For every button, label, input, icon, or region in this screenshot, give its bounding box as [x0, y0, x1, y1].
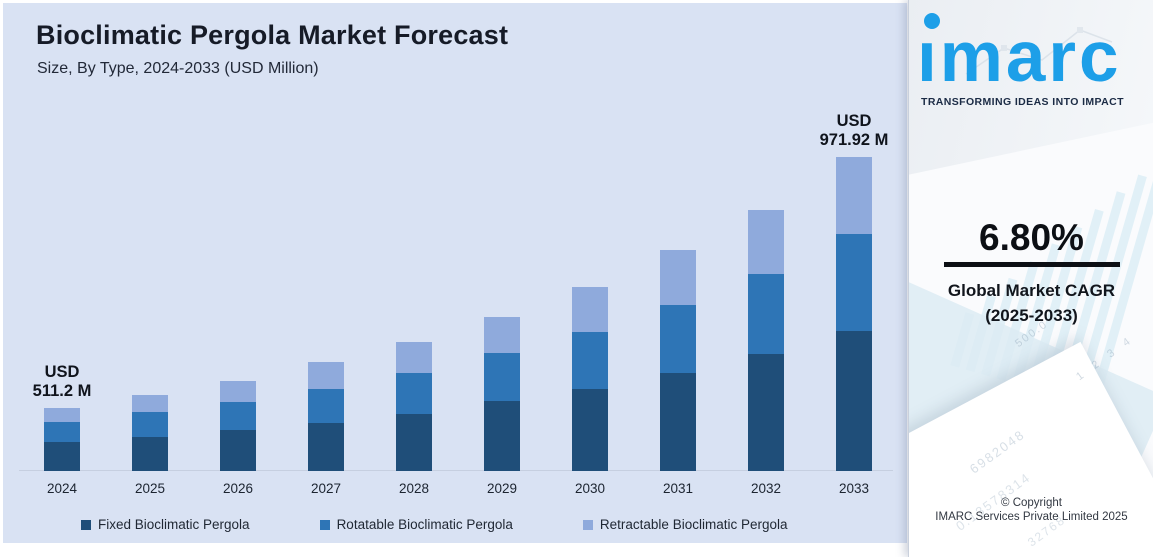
logo-text: ımarc	[917, 18, 1122, 97]
bar-2030	[572, 287, 608, 471]
bar-segment-2030	[572, 287, 608, 332]
legend-swatch-retractable-icon	[582, 519, 593, 530]
bar-segment-2028	[396, 373, 432, 414]
x-axis-label-2024: 2024	[46, 481, 78, 496]
bar-segment-2033	[836, 157, 872, 234]
data-label-2024: USD 511.2 M	[32, 363, 92, 400]
x-axis-label-2029: 2029	[486, 481, 518, 496]
cagr-value: 6.80%	[979, 217, 1084, 258]
chart-title: Bioclimatic Pergola Market Forecast	[36, 20, 509, 50]
chart-panel: Bioclimatic Pergola Market Forecast Size…	[3, 3, 907, 543]
watermark-sparkline-icon	[965, 27, 1113, 75]
copyright-line1: © Copyright	[1001, 497, 1062, 509]
legend-item-fixed: Fixed Bioclimatic Pergola	[81, 517, 250, 532]
bar-segment-2032	[748, 274, 784, 354]
cagr-label: Global Market CAGR	[947, 281, 1116, 300]
bar-2026	[220, 381, 256, 471]
x-axis-label-2028: 2028	[398, 481, 430, 496]
bar-2025	[132, 395, 168, 471]
x-axis-label-2032: 2032	[750, 481, 782, 496]
bar-segment-2032	[748, 354, 784, 471]
bar-segment-2027	[308, 362, 344, 389]
bar-2028	[396, 342, 432, 471]
bar-segment-2025	[132, 437, 168, 471]
bar-segment-2033	[836, 234, 872, 331]
bar-segment-2032	[748, 210, 784, 274]
bar-2029	[484, 317, 520, 471]
brand-panel: 500.0 1 2 3 4 6982048 0.13578314 32768 ı…	[908, 0, 1153, 557]
bar-segment-2029	[484, 317, 520, 353]
bar-segment-2026	[220, 402, 256, 430]
bar-2033	[836, 157, 872, 471]
x-axis-label-2031: 2031	[662, 481, 694, 496]
data-label-2033: USD 971.92 M	[819, 112, 889, 149]
legend-label-retractable: Retractable Bioclimatic Pergola	[599, 517, 788, 532]
x-axis-line	[19, 470, 893, 471]
bar-segment-2030	[572, 332, 608, 389]
cagr-divider	[943, 262, 1120, 267]
chart-subtitle: Size, By Type, 2024-2033 (USD Million)	[37, 60, 319, 77]
bar-segment-2028	[396, 414, 432, 471]
x-axis-label-2027: 2027	[310, 481, 342, 496]
logo-tagline: TRANSFORMING IDEAS INTO IMPACT	[921, 96, 1124, 108]
legend-item-rotatable: Rotatable Bioclimatic Pergola	[319, 517, 513, 532]
legend-swatch-rotatable-icon	[319, 519, 330, 530]
bar-segment-2024	[44, 442, 80, 471]
bar-segment-2024	[44, 408, 80, 422]
bar-2024	[44, 408, 80, 471]
legend-label-fixed: Fixed Bioclimatic Pergola	[98, 517, 250, 532]
bar-segment-2030	[572, 389, 608, 471]
legend-swatch-fixed-icon	[81, 519, 91, 530]
bar-segment-2027	[308, 423, 344, 471]
bar-segment-2025	[132, 395, 168, 412]
bar-segment-2031	[660, 373, 696, 471]
bar-segment-2029	[484, 401, 520, 471]
copyright: © Copyright IMARC Services Private Limit…	[909, 496, 1153, 525]
bar-segment-2025	[132, 412, 168, 437]
plot-area: 2024 2025 2026 2027 2028 2029 2030 2031 2032 2033…	[3, 3, 907, 543]
bar-segment-2031	[660, 305, 696, 373]
bar-segment-2031	[660, 250, 696, 305]
bar-segment-2029	[484, 353, 520, 401]
bar-2031	[660, 250, 696, 471]
x-axis-label-2030: 2030	[574, 481, 606, 496]
logo-dot-icon	[924, 13, 940, 29]
x-axis-label-2025: 2025	[134, 481, 166, 496]
legend-label-rotatable: Rotatable Bioclimatic Pergola	[336, 517, 513, 532]
legend: Fixed Bioclimatic Pergola Rotatable Bioc…	[81, 517, 788, 532]
bar-2032	[748, 210, 784, 471]
legend-item-retractable: Retractable Bioclimatic Pergola	[582, 517, 788, 532]
bar-segment-2026	[220, 381, 256, 402]
x-axis-label-2033: 2033	[838, 481, 870, 496]
cagr-period: (2025-2033)	[985, 306, 1078, 325]
bar-segment-2028	[396, 342, 432, 373]
x-axis-label-2026: 2026	[222, 481, 254, 496]
bar-segment-2027	[308, 389, 344, 423]
bar-segment-2033	[836, 331, 872, 471]
bar-segment-2026	[220, 430, 256, 471]
bar-segment-2024	[44, 422, 80, 442]
copyright-line2: IMARC Services Private Limited 2025	[935, 511, 1128, 524]
bar-2027	[308, 362, 344, 471]
